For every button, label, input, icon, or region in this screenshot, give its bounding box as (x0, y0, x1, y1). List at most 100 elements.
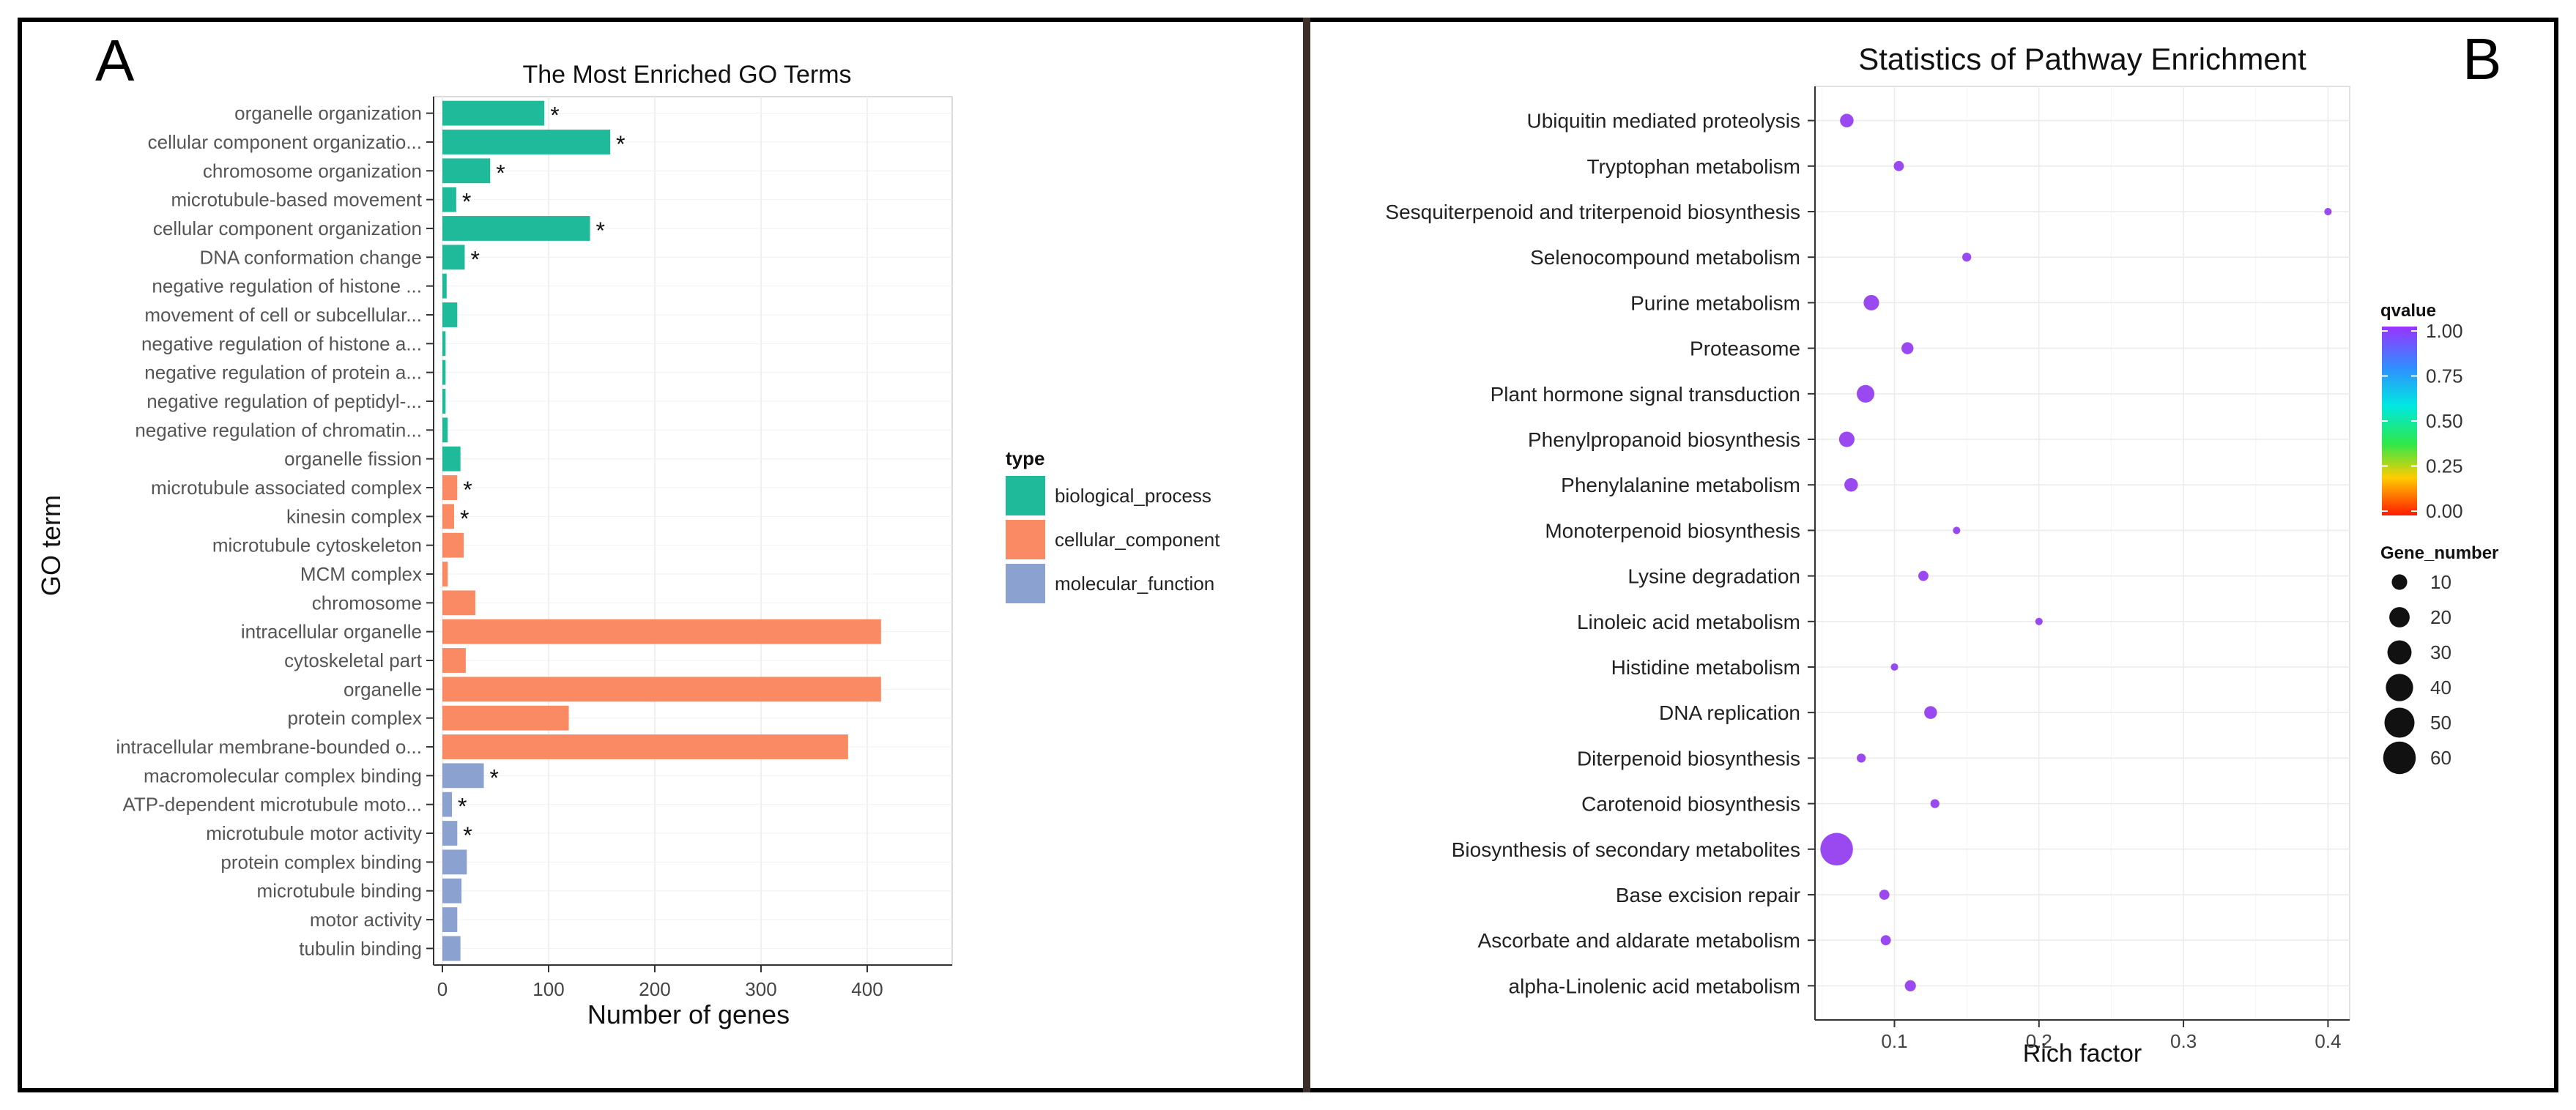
panel-divider (1303, 18, 1310, 1092)
bar-negative-regulation-of-protein-a (442, 360, 446, 385)
category-label-kinesin-complex: kinesin complex (286, 505, 422, 527)
significance-star: * (463, 822, 472, 849)
point-histidine-metabolism (1890, 663, 1898, 671)
point-selenocompound-metabolism (1962, 253, 1972, 262)
chart-a-legend-title: type (1006, 447, 1044, 469)
chart-b-x-tick-label: 0.4 (2315, 1030, 2341, 1052)
category-label-cellular-component-organizatio: cellular component organizatio... (148, 131, 422, 153)
bar-macromolecular-complex-binding (442, 763, 484, 789)
chart-b-xlabel: Rich factor (2023, 1040, 2142, 1068)
pathway-label-ascorbate-and-aldarate-metabolism: Ascorbate and aldarate metabolism (1478, 929, 1800, 952)
category-label-intracellular-organelle: intracellular organelle (241, 621, 422, 643)
significance-star: * (462, 189, 471, 215)
point-alpha-linolenic-acid-metabolism (1904, 980, 1916, 991)
chart-a-ylabel: GO term (36, 495, 66, 596)
category-label-movement-of-cell-or-subcellular: movement of cell or subcellular... (144, 304, 422, 326)
chart-a-xlabel: Number of genes (587, 999, 790, 1029)
bar-intracellular-membrane-bounded-o (442, 734, 848, 759)
point-tryptophan-metabolism (1893, 160, 1904, 171)
chart-b-x-ticks: 0.1 0.2 0.3 0.4 (1881, 1020, 2341, 1052)
bar-cytoskeletal-part (442, 648, 466, 673)
category-label-intracellular-membrane-bounded-o: intracellular membrane-bounded o... (116, 736, 422, 758)
point-sesquiterpenoid-and-triterpenoid-biosynthesis (2324, 207, 2332, 216)
bar-chromosome-organization (442, 158, 491, 184)
category-label-microtubule-cytoskeleton: microtubule cytoskeleton (212, 534, 422, 556)
pathway-label-monoterpenoid-biosynthesis: Monoterpenoid biosynthesis (1545, 519, 1800, 542)
chart-b-plot-area (1814, 86, 2350, 1021)
legend-label-cellular-component: cellular_component (1055, 529, 1220, 551)
category-label-microtubule-based-movement: microtubule-based movement (171, 189, 423, 211)
pathway-label-ubiquitin-mediated-proteolysis: Ubiquitin mediated proteolysis (1526, 110, 1800, 133)
bar-dna-conformation-change (442, 245, 465, 270)
bar-tubulin-binding (442, 936, 461, 961)
chart-a-x-tick-label: 100 (532, 978, 564, 1000)
category-label-negative-regulation-of-chromatin: negative regulation of chromatin... (135, 419, 422, 441)
bar-negative-regulation-of-histone-a (442, 331, 446, 357)
size-legend-title: Gene_number (2380, 543, 2498, 563)
bar-microtubule-motor-activity (442, 821, 458, 846)
bar-negative-regulation-of-peptidyl (442, 389, 446, 414)
bar-protein-complex (442, 705, 569, 731)
significance-star: * (460, 505, 469, 532)
chart-a-bars (442, 100, 881, 961)
category-label-tubulin-binding: tubulin binding (299, 937, 422, 959)
point-dna-replication (1924, 706, 1937, 719)
point-ubiquitin-mediated-proteolysis (1840, 113, 1854, 127)
bar-microtubule-cytoskeleton (442, 532, 464, 558)
point-diterpenoid-biosynthesis (1857, 753, 1866, 763)
bar-cellular-component-organizatio (442, 130, 611, 154)
bar-chromosome (442, 590, 475, 616)
chart-a-panel-bg (433, 96, 953, 966)
chart-a-category-labels: organelle organization cellular component… (116, 103, 434, 959)
pathway-label-phenylpropanoid-biosynthesis: Phenylpropanoid biosynthesis (1528, 428, 1800, 451)
chart-a-stars: *********** (458, 103, 626, 849)
bar-microtubule-based-movement (442, 187, 456, 212)
pathway-label-carotenoid-biosynthesis: Carotenoid biosynthesis (1581, 793, 1800, 816)
point-carotenoid-biosynthesis (1930, 799, 1940, 808)
pathway-label-lysine-degradation: Lysine degradation (1627, 565, 1800, 588)
point-monoterpenoid-biosynthesis (1953, 526, 1961, 534)
chart-a-x-tick-label: 300 (745, 978, 776, 1000)
chart-a-x-tick-label: 200 (639, 978, 670, 1000)
qvalue-tick-label: 0.25 (2426, 455, 2463, 477)
category-label-atp-dependent-microtubule-moto: ATP-dependent microtubule moto... (122, 794, 422, 816)
legend-label-biological-process: biological_process (1055, 485, 1211, 507)
chart-a-title: The Most Enriched GO Terms (522, 61, 851, 89)
size-legend-label: 30 (2430, 641, 2451, 663)
chart-b-qvalue-legend: qvalue 1.00 0.75 0.50 0.25 0.00 (2380, 301, 2463, 522)
pathway-label-plant-hormone-signal-transduction: Plant hormone signal transduction (1491, 383, 1800, 406)
size-legend-items: 10 20 30 40 50 60 (2383, 571, 2451, 775)
pathway-label-selenocompound-metabolism: Selenocompound metabolism (1530, 246, 1800, 269)
bar-kinesin-complex (442, 504, 454, 529)
size-legend-label: 50 (2430, 712, 2451, 734)
size-legend-dot (2384, 707, 2415, 738)
category-label-organelle-organization: organelle organization (234, 103, 422, 124)
point-ascorbate-and-aldarate-metabolism (1880, 935, 1891, 946)
legend-swatch-cellular-component (1006, 520, 1045, 559)
bar-cellular-component-organization (442, 216, 590, 241)
pathway-label-alpha-linolenic-acid-metabolism: alpha-Linolenic acid metabolism (1509, 975, 1800, 997)
legend-label-molecular-function: molecular_function (1055, 573, 1214, 595)
figure-frame (18, 18, 2558, 1092)
chart-b-title: Statistics of Pathway Enrichment (1858, 42, 2306, 76)
pathway-label-biosynthesis-of-secondary-metabolites: Biosynthesis of secondary metabolites (1452, 838, 1800, 861)
significance-star: * (596, 217, 605, 244)
chart-b-x-tick-label: 0.1 (1881, 1030, 1907, 1052)
legend-swatch-biological-process (1006, 476, 1045, 515)
category-label-microtubule-binding: microtubule binding (257, 880, 422, 902)
significance-star: * (458, 794, 467, 820)
category-label-negative-regulation-of-histone-a: negative regulation of histone a... (141, 332, 422, 354)
category-label-organelle-fission: organelle fission (284, 448, 422, 470)
pathway-label-diterpenoid-biosynthesis: Diterpenoid biosynthesis (1577, 747, 1800, 770)
point-purine-metabolism (1863, 294, 1879, 310)
significance-star: * (496, 160, 505, 186)
category-label-cellular-component-organization: cellular component organization (153, 217, 422, 239)
significance-star: * (490, 764, 499, 791)
qvalue-tick-label: 0.50 (2426, 410, 2463, 432)
point-linoleic-acid-metabolism (2035, 617, 2043, 625)
significance-star: * (550, 103, 559, 129)
qvalue-tick-label: 0.75 (2426, 365, 2463, 387)
category-label-motor-activity: motor activity (310, 909, 422, 931)
qvalue-tick-label: 0.00 (2426, 500, 2463, 522)
bar-microtubule-binding (442, 878, 462, 904)
